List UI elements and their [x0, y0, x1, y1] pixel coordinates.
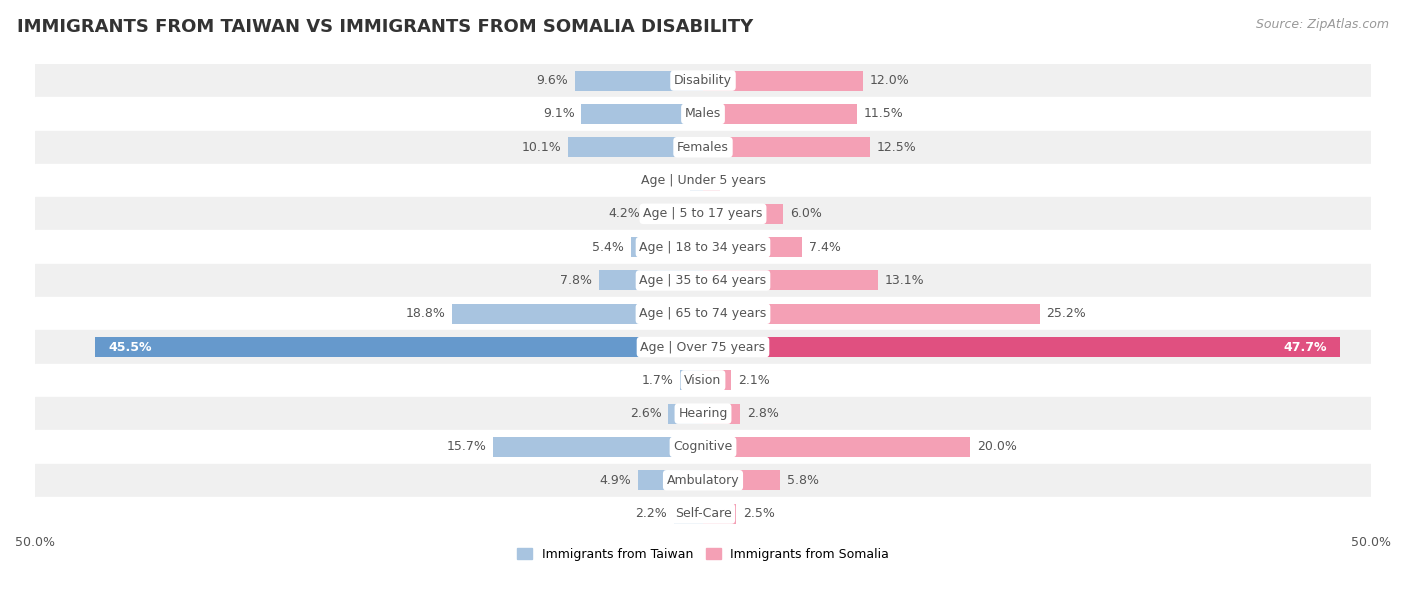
Bar	[582, 104, 703, 124]
Text: 12.0%: 12.0%	[870, 74, 910, 87]
Bar	[35, 330, 1371, 364]
Text: Self-Care: Self-Care	[675, 507, 731, 520]
Bar	[703, 171, 720, 190]
Text: 1.7%: 1.7%	[641, 374, 673, 387]
Bar	[494, 437, 703, 457]
Bar	[35, 197, 1371, 231]
Bar	[703, 470, 780, 490]
Bar	[703, 70, 863, 91]
Text: 25.2%: 25.2%	[1046, 307, 1085, 320]
Bar	[703, 337, 1340, 357]
Text: Cognitive: Cognitive	[673, 441, 733, 453]
Text: Age | 35 to 64 years: Age | 35 to 64 years	[640, 274, 766, 287]
Text: 2.8%: 2.8%	[747, 407, 779, 420]
Text: 18.8%: 18.8%	[405, 307, 446, 320]
Bar	[673, 504, 703, 524]
Bar	[35, 164, 1371, 197]
Bar	[703, 437, 970, 457]
Bar	[35, 397, 1371, 430]
Text: 45.5%: 45.5%	[108, 340, 152, 354]
Bar	[703, 304, 1039, 324]
Text: 7.4%: 7.4%	[808, 241, 841, 253]
Bar	[35, 231, 1371, 264]
Text: Age | Over 75 years: Age | Over 75 years	[641, 340, 765, 354]
Text: 5.4%: 5.4%	[592, 241, 624, 253]
Bar	[689, 171, 703, 190]
Bar	[703, 204, 783, 224]
Text: 10.1%: 10.1%	[522, 141, 561, 154]
Text: 2.2%: 2.2%	[636, 507, 666, 520]
Text: 2.6%: 2.6%	[630, 407, 662, 420]
Text: 1.0%: 1.0%	[651, 174, 683, 187]
Text: 7.8%: 7.8%	[560, 274, 592, 287]
Bar	[35, 497, 1371, 530]
Bar	[35, 97, 1371, 130]
Bar	[703, 237, 801, 257]
Bar	[637, 470, 703, 490]
Bar	[703, 271, 877, 291]
Text: 2.5%: 2.5%	[744, 507, 775, 520]
Bar	[96, 337, 703, 357]
Text: Vision: Vision	[685, 374, 721, 387]
Text: Disability: Disability	[673, 74, 733, 87]
Bar	[35, 264, 1371, 297]
Text: 47.7%: 47.7%	[1284, 340, 1327, 354]
Text: Males: Males	[685, 108, 721, 121]
Text: 4.2%: 4.2%	[609, 207, 640, 220]
Text: Hearing: Hearing	[678, 407, 728, 420]
Text: 1.3%: 1.3%	[727, 174, 759, 187]
Bar	[668, 404, 703, 424]
Text: Source: ZipAtlas.com: Source: ZipAtlas.com	[1256, 18, 1389, 31]
Text: Ambulatory: Ambulatory	[666, 474, 740, 487]
Text: 12.5%: 12.5%	[877, 141, 917, 154]
Text: 4.9%: 4.9%	[599, 474, 631, 487]
Bar	[35, 364, 1371, 397]
Bar	[575, 70, 703, 91]
Bar	[35, 130, 1371, 164]
Text: 9.6%: 9.6%	[536, 74, 568, 87]
Bar	[681, 370, 703, 390]
Bar	[703, 404, 741, 424]
Text: 9.1%: 9.1%	[543, 108, 575, 121]
Text: 6.0%: 6.0%	[790, 207, 821, 220]
Text: 15.7%: 15.7%	[447, 441, 486, 453]
Bar	[703, 137, 870, 157]
Bar	[568, 137, 703, 157]
Bar	[35, 464, 1371, 497]
Bar	[599, 271, 703, 291]
Text: 5.8%: 5.8%	[787, 474, 820, 487]
Bar	[631, 237, 703, 257]
Bar	[35, 430, 1371, 464]
Bar	[35, 64, 1371, 97]
Text: 11.5%: 11.5%	[863, 108, 903, 121]
Text: 20.0%: 20.0%	[977, 441, 1017, 453]
Bar	[451, 304, 703, 324]
Text: Age | 65 to 74 years: Age | 65 to 74 years	[640, 307, 766, 320]
Bar	[703, 370, 731, 390]
Text: 2.1%: 2.1%	[738, 374, 769, 387]
Text: Age | 5 to 17 years: Age | 5 to 17 years	[644, 207, 762, 220]
Bar	[703, 104, 856, 124]
Text: Females: Females	[678, 141, 728, 154]
Text: Age | Under 5 years: Age | Under 5 years	[641, 174, 765, 187]
Bar	[703, 504, 737, 524]
Bar	[647, 204, 703, 224]
Text: 13.1%: 13.1%	[884, 274, 924, 287]
Text: IMMIGRANTS FROM TAIWAN VS IMMIGRANTS FROM SOMALIA DISABILITY: IMMIGRANTS FROM TAIWAN VS IMMIGRANTS FRO…	[17, 18, 754, 36]
Bar	[35, 297, 1371, 330]
Text: Age | 18 to 34 years: Age | 18 to 34 years	[640, 241, 766, 253]
Legend: Immigrants from Taiwan, Immigrants from Somalia: Immigrants from Taiwan, Immigrants from …	[512, 543, 894, 566]
